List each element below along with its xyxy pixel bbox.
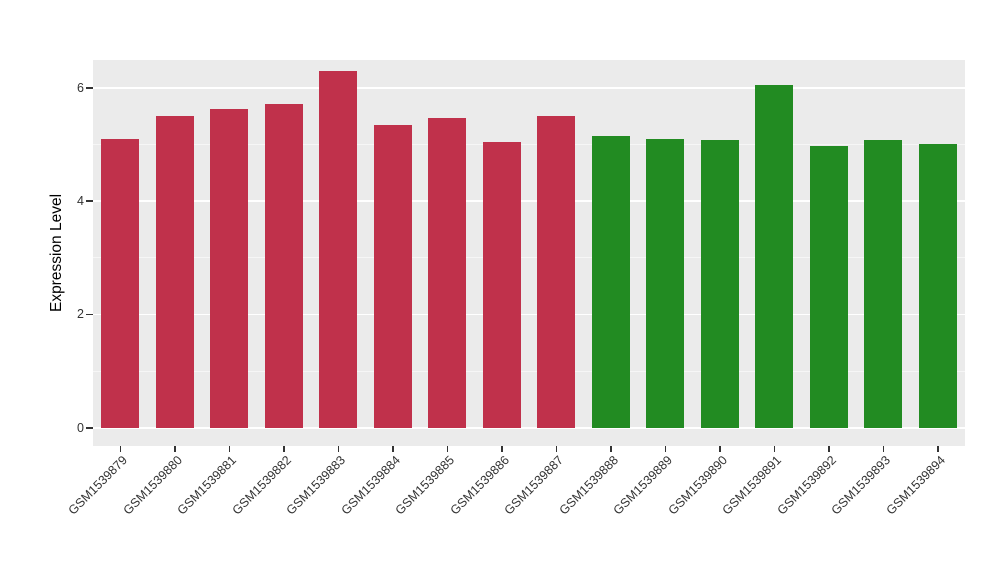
bar bbox=[646, 138, 685, 428]
x-tick-mark bbox=[337, 446, 339, 452]
x-tick-mark bbox=[937, 446, 939, 452]
x-tick-mark bbox=[283, 446, 285, 452]
gridline-minor bbox=[93, 143, 965, 145]
x-tick-mark bbox=[501, 446, 503, 452]
x-tick-mark bbox=[610, 446, 612, 452]
y-tick-mark bbox=[86, 427, 93, 429]
gridline-major bbox=[93, 427, 965, 429]
bar bbox=[482, 141, 521, 428]
x-tick-mark bbox=[392, 446, 394, 452]
y-tick-mark bbox=[86, 200, 93, 202]
x-tick-mark bbox=[882, 446, 884, 452]
x-tick-mark bbox=[174, 446, 176, 452]
bar bbox=[809, 146, 848, 428]
x-tick-mark bbox=[228, 446, 230, 452]
y-tick-mark bbox=[86, 87, 93, 89]
x-tick-mark bbox=[664, 446, 666, 452]
x-axis-labels: GSM1539879 GSM1539880 GSM1539881 GSM1539882… bbox=[66, 453, 965, 553]
bar bbox=[319, 70, 358, 428]
bar bbox=[591, 135, 630, 428]
x-tick-mark bbox=[719, 446, 721, 452]
bar bbox=[918, 144, 957, 428]
bar bbox=[864, 140, 903, 428]
gridline-major bbox=[93, 200, 965, 202]
y-tick-label: 6 bbox=[77, 80, 84, 95]
bar bbox=[428, 117, 467, 428]
x-tick-mark bbox=[773, 446, 775, 452]
y-tick-label: 2 bbox=[77, 307, 84, 322]
x-tick-mark bbox=[555, 446, 557, 452]
plot-panel bbox=[93, 60, 965, 446]
gridline-major bbox=[93, 313, 965, 316]
gridline-minor bbox=[93, 257, 965, 259]
gridline-major bbox=[93, 87, 965, 89]
x-tick-mark bbox=[119, 446, 121, 452]
bar bbox=[210, 109, 249, 428]
bar bbox=[155, 116, 194, 428]
bar bbox=[755, 84, 794, 428]
y-tick-label: 4 bbox=[77, 194, 84, 209]
y-axis-title: Expression Level bbox=[46, 60, 68, 446]
bar bbox=[264, 103, 303, 428]
bar bbox=[537, 116, 576, 428]
bar bbox=[700, 140, 739, 428]
bar bbox=[373, 124, 412, 428]
y-tick-label: 0 bbox=[77, 420, 84, 435]
x-tick-mark bbox=[446, 446, 448, 452]
gridline-minor bbox=[93, 370, 965, 372]
y-axis-title-text: Expression Level bbox=[48, 193, 66, 313]
x-tick-mark bbox=[828, 446, 830, 452]
y-tick-mark bbox=[86, 313, 93, 316]
bar bbox=[101, 138, 140, 428]
